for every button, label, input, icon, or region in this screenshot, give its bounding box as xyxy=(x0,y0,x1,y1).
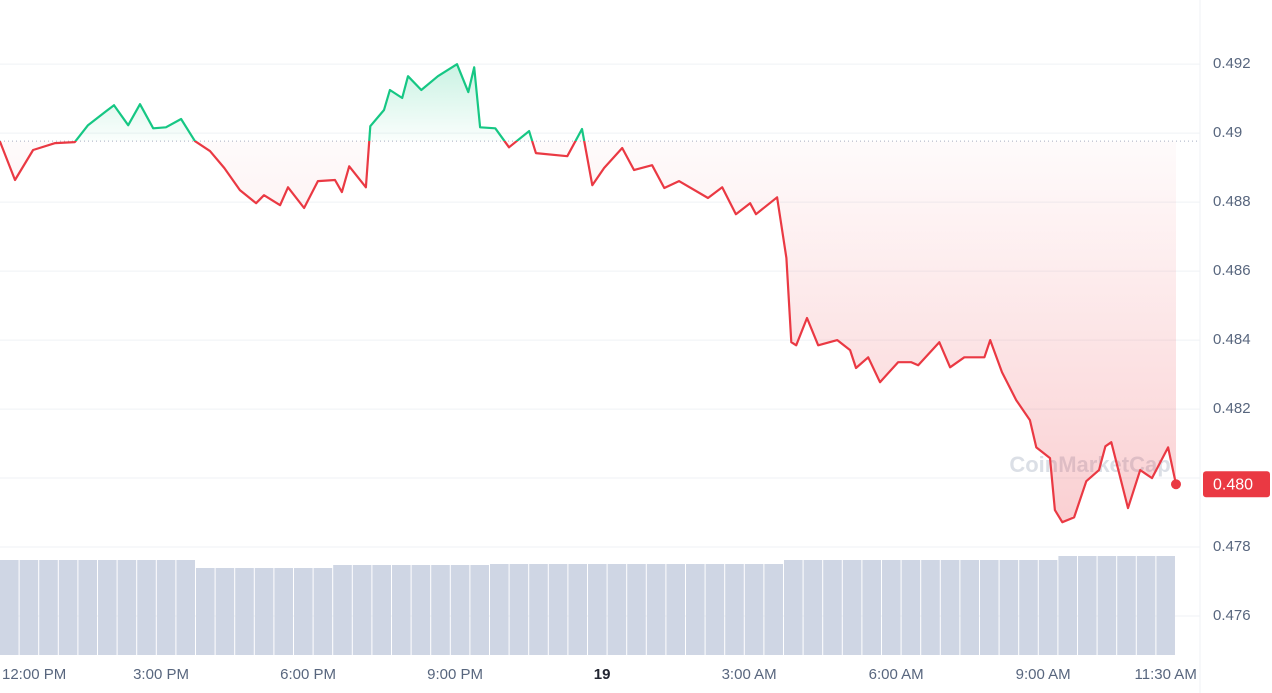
x-tick-label: 9:00 PM xyxy=(427,666,483,683)
volume-bar xyxy=(862,560,881,655)
volume-bar xyxy=(627,564,646,655)
volume-bar xyxy=(1136,556,1156,655)
x-tick-label: 12:00 PM xyxy=(2,666,66,683)
volume-bar xyxy=(78,560,97,655)
volume-bar xyxy=(176,560,195,655)
volume-bar xyxy=(1058,556,1077,655)
x-tick-label: 6:00 PM xyxy=(280,666,336,683)
volume-bar xyxy=(901,560,921,655)
volume-bar xyxy=(391,565,411,655)
volume-bar xyxy=(548,564,568,655)
y-tick-label: 0.486 xyxy=(1213,262,1251,279)
y-tick-label: 0.482 xyxy=(1213,400,1251,417)
volume-bar xyxy=(117,560,137,655)
y-tick-label: 0.49 xyxy=(1213,124,1242,141)
volume-bar xyxy=(450,565,470,655)
volume-bar xyxy=(685,564,705,655)
x-tick-label: 19 xyxy=(594,666,611,683)
x-tick-label: 9:00 AM xyxy=(1016,666,1071,683)
volume-bar xyxy=(1077,556,1097,655)
volume-bar xyxy=(783,560,803,655)
volume-bar xyxy=(568,564,587,655)
volume-bar xyxy=(254,568,274,655)
x-tick-label: 3:00 PM xyxy=(133,666,189,683)
volume-bar xyxy=(372,565,391,655)
y-tick-label: 0.478 xyxy=(1213,538,1251,555)
x-tick-label: 11:30 AM xyxy=(1135,666,1197,683)
volume-bar xyxy=(58,560,78,655)
y-tick-label: 0.484 xyxy=(1213,331,1251,348)
volume-bar xyxy=(97,560,117,655)
volume-bar xyxy=(921,560,940,655)
last-point xyxy=(1170,479,1181,490)
price-tag-label: 0.480 xyxy=(1213,476,1253,493)
volume-bar xyxy=(744,564,764,655)
y-tick-label: 0.488 xyxy=(1213,193,1251,210)
volume-bar xyxy=(960,560,979,655)
x-tick-label: 6:00 AM xyxy=(869,666,924,683)
volume-bar xyxy=(1156,556,1175,655)
volume-bar xyxy=(1038,560,1058,655)
volume-bar xyxy=(489,564,509,655)
volume-bar xyxy=(137,560,156,655)
volume-bar xyxy=(293,568,313,655)
volume-bar xyxy=(705,564,725,655)
volume-bar xyxy=(803,560,823,655)
volume-bar xyxy=(156,560,176,655)
volume-bar xyxy=(1097,556,1117,655)
y-tick-label: 0.492 xyxy=(1213,55,1251,72)
volume-bar xyxy=(1117,556,1136,655)
volume-bar xyxy=(764,564,783,655)
volume-bar xyxy=(529,564,548,655)
volume-bar xyxy=(842,560,862,655)
volume-bar xyxy=(587,564,607,655)
volume-bar xyxy=(607,564,627,655)
volume-bar xyxy=(274,568,293,655)
price-tag xyxy=(1203,471,1270,498)
price-area xyxy=(0,64,1176,523)
volume-bar xyxy=(979,560,999,655)
volume-bar xyxy=(940,560,960,655)
volume-bar xyxy=(999,560,1019,655)
volume-bar xyxy=(881,560,901,655)
volume-bar xyxy=(509,564,529,655)
volume-bar xyxy=(0,560,19,655)
volume-bar xyxy=(195,568,215,655)
price-line xyxy=(0,63,1178,524)
volume-bar xyxy=(352,565,372,655)
volume-bar xyxy=(725,564,744,655)
volume-bar xyxy=(431,565,450,655)
volume-bar xyxy=(313,568,333,655)
x-tick-label: 3:00 AM xyxy=(722,666,777,683)
volume-bar xyxy=(411,565,431,655)
y-tick-label: 0.476 xyxy=(1213,607,1251,624)
volume-bar xyxy=(823,560,842,655)
volume-bar xyxy=(39,560,58,655)
volume-bar xyxy=(666,564,685,655)
volume-bar xyxy=(333,565,352,655)
volume-bar xyxy=(1019,560,1038,655)
volume-bar xyxy=(470,565,489,655)
volume-bar xyxy=(646,564,666,655)
volume-bar xyxy=(235,568,254,655)
volume-bar xyxy=(19,560,39,655)
volume-bar xyxy=(215,568,235,655)
